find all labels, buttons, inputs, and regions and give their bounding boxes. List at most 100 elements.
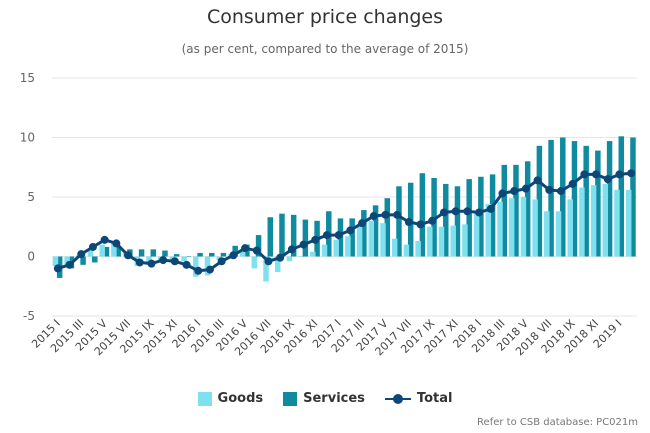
goods-bar xyxy=(204,256,211,276)
services-bar xyxy=(80,256,86,265)
total-point xyxy=(322,231,331,240)
total-point xyxy=(88,242,97,251)
total-point xyxy=(53,264,62,273)
services-bar xyxy=(290,214,297,257)
services-bar xyxy=(115,245,121,257)
total-point xyxy=(147,259,156,268)
services-bar xyxy=(185,256,192,257)
total-point xyxy=(498,189,507,198)
total-point xyxy=(521,184,530,193)
goods-bar xyxy=(87,250,94,257)
goods-bar xyxy=(391,238,398,257)
goods-bar xyxy=(345,236,351,257)
source-credits[interactable]: Refer to CSB database: PC021m xyxy=(477,417,638,428)
total-point xyxy=(346,226,355,235)
goods-bar xyxy=(111,243,117,257)
total-point xyxy=(369,212,378,221)
total-point xyxy=(205,265,214,274)
total-point xyxy=(229,251,238,260)
services-bar xyxy=(478,176,484,257)
services-bar xyxy=(618,136,625,257)
services-bar xyxy=(630,137,636,257)
chart-subtitle: (as per cent, compared to the average of… xyxy=(181,42,469,56)
goods-bar xyxy=(321,244,328,257)
goods-bar xyxy=(368,220,375,257)
goods-bar xyxy=(567,199,573,257)
total-point xyxy=(556,187,565,196)
goods-bar xyxy=(415,241,421,257)
goods-bar xyxy=(64,256,70,265)
total-point xyxy=(124,251,133,260)
y-tick-label: -5 xyxy=(23,309,35,323)
total-point xyxy=(252,246,261,255)
total-point xyxy=(627,169,636,178)
services-bar xyxy=(255,235,262,257)
total-point xyxy=(65,260,74,269)
goods-bar xyxy=(251,256,258,269)
legend-item-total[interactable]: Total xyxy=(384,391,453,406)
y-tick-label: 15 xyxy=(20,71,35,85)
services-bar xyxy=(92,256,98,263)
goods-bar xyxy=(497,201,503,257)
services-bar xyxy=(501,164,508,257)
services-bar xyxy=(150,249,157,257)
services-bar xyxy=(361,210,367,257)
total-point xyxy=(475,208,484,217)
total-point xyxy=(194,266,203,275)
goods-bar xyxy=(520,197,527,257)
total-point xyxy=(404,217,413,226)
goods-bar xyxy=(52,256,59,267)
goods-bar xyxy=(485,204,492,257)
total-point xyxy=(603,175,612,184)
total-point xyxy=(112,239,121,248)
chart-title: Consumer price changes xyxy=(206,6,444,28)
legend-label-goods: Goods xyxy=(217,391,264,406)
total-point xyxy=(100,235,109,244)
goods-bar xyxy=(356,224,363,257)
total-point xyxy=(299,240,308,249)
goods-bar xyxy=(450,225,456,257)
total-point xyxy=(615,170,624,179)
total-point xyxy=(182,260,191,269)
total-point xyxy=(241,244,250,253)
total-point xyxy=(439,208,448,217)
services-bar xyxy=(209,252,215,257)
legend-item-goods[interactable]: Goods xyxy=(197,391,264,406)
total-point xyxy=(428,216,437,225)
total-line-series xyxy=(53,169,636,275)
goods-bar xyxy=(99,244,105,257)
legend-swatch-total xyxy=(384,392,411,406)
total-point xyxy=(276,253,285,262)
services-bar xyxy=(606,141,613,257)
legend-label-services: Services xyxy=(303,391,365,406)
services-bar xyxy=(372,205,379,257)
goods-bar xyxy=(193,256,199,277)
services-bar xyxy=(489,174,496,257)
total-point xyxy=(580,170,589,179)
services-bar xyxy=(524,161,531,257)
services-bar xyxy=(279,213,285,257)
services-bar xyxy=(220,252,227,257)
total-point xyxy=(592,170,601,179)
total-point xyxy=(533,176,542,185)
total-point xyxy=(287,245,296,254)
services-bar xyxy=(302,219,309,257)
services-bar xyxy=(197,252,203,257)
services-bar xyxy=(583,145,589,257)
goods-bar xyxy=(508,198,515,257)
services-bar xyxy=(443,183,449,257)
legend-item-services[interactable]: Services xyxy=(283,391,365,406)
total-point xyxy=(510,187,519,196)
legend-label-total: Total xyxy=(416,391,453,406)
y-axis-ticks: -5 0 5 10 15 xyxy=(20,71,35,323)
legend: Goods Services Total xyxy=(0,391,650,406)
total-point xyxy=(416,220,425,229)
goods-bar xyxy=(590,185,597,257)
services-bar xyxy=(571,141,578,257)
total-point xyxy=(311,235,320,244)
total-point xyxy=(217,257,226,266)
goods-bar xyxy=(403,244,410,257)
goods-bar xyxy=(438,226,445,257)
